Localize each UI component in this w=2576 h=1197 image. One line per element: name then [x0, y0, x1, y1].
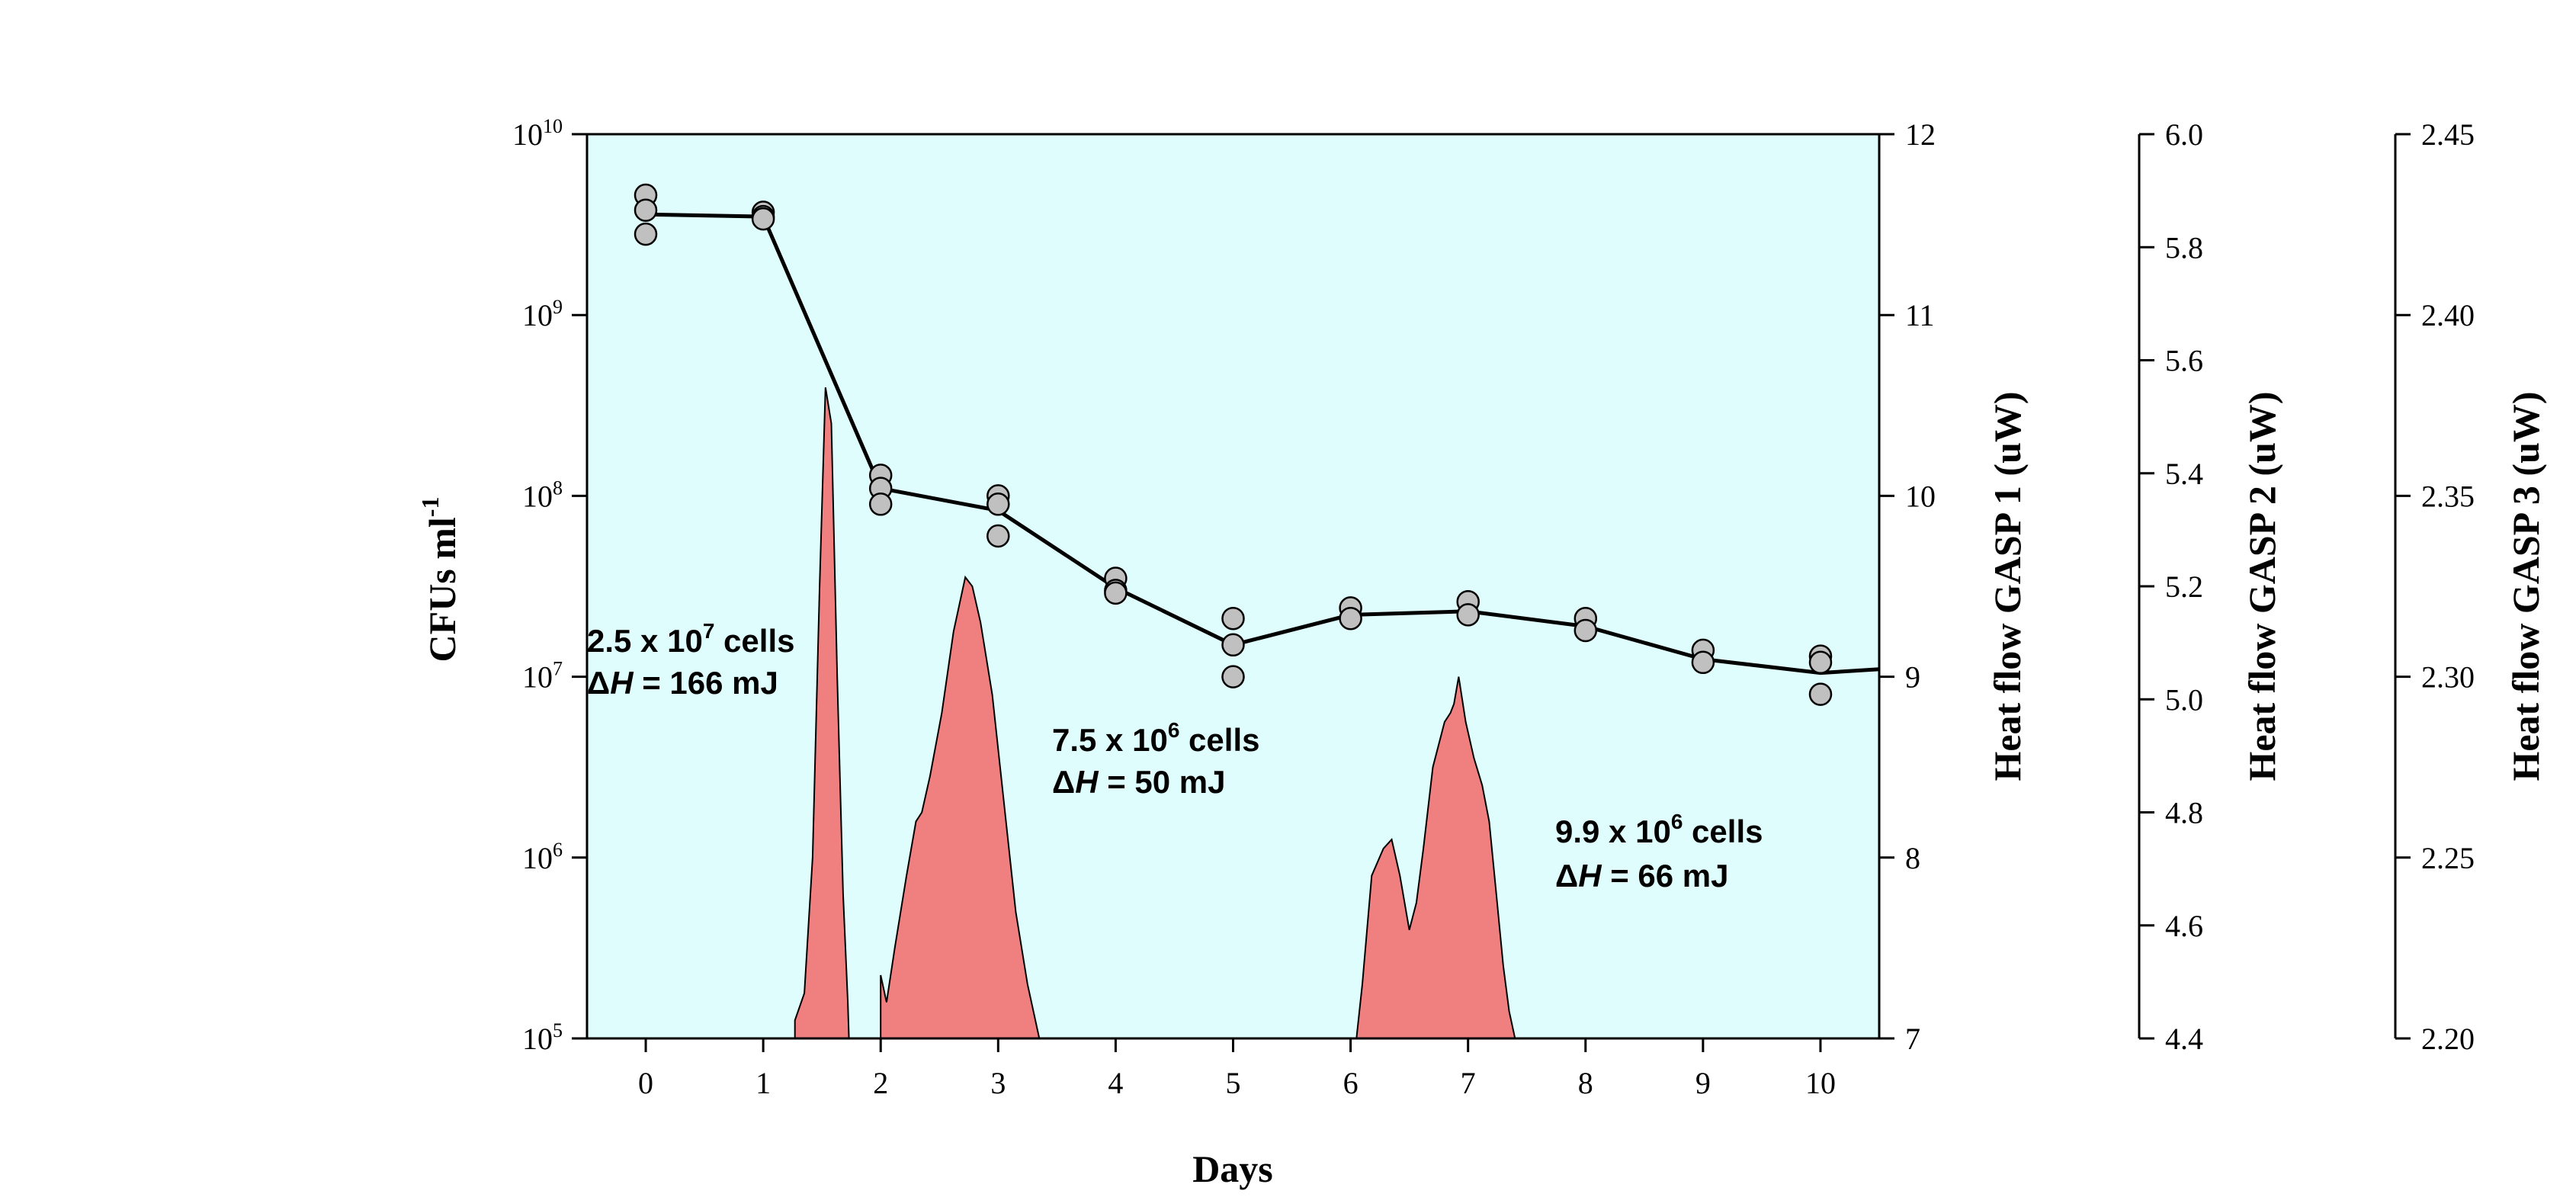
right-tick-label: 2.40 [2421, 298, 2475, 332]
right-tick-label: 2.30 [2421, 660, 2475, 695]
x-axis: 0 1 2 3 4 5 6 7 8 9 10 [638, 1038, 1836, 1100]
y-tick-label: 106 [522, 839, 563, 875]
y-tick-label: 107 [522, 658, 563, 695]
heat-flow-peak-3 [1355, 676, 1521, 1039]
right-tick-label: 7 [1905, 1022, 1920, 1056]
annotation-peak-2-cells: 7.5 x 106 cells [1052, 718, 1259, 758]
annotation-peak-2-enthalpy: ΔH = 50 mJ [1052, 764, 1226, 800]
annotation-peak-3-cells: 9.9 x 106 cells [1555, 810, 1763, 849]
cfu-data-point [1221, 633, 1245, 657]
right-tick-label: 2.20 [2421, 1022, 2475, 1056]
cfu-data-point [986, 493, 1010, 516]
right-axis-2: 4.4 4.6 4.8 5.0 5.2 5.4 5.6 5.8 6.0 Heat flow GAS… [2138, 117, 2283, 1056]
right-axis-1: 7 8 9 10 11 12 Heat flow GASP 1 (uW) [1879, 117, 2029, 1056]
cfu-data-point [1104, 581, 1128, 605]
cfu-data-point [634, 198, 658, 222]
cfu-data-point [1339, 606, 1362, 631]
right-axes: 7 8 9 10 11 12 Heat flow GASP 1 (uW) 4.4 4.6 4.8 5… [1879, 117, 2547, 1056]
cfu-data-point [1691, 650, 1715, 675]
annotation-peak-3-enthalpy: ΔH = 66 mJ [1555, 858, 1729, 894]
cfu-data-point [1574, 618, 1598, 643]
y-tick-label: 109 [522, 296, 563, 332]
x-tick-label: 8 [1578, 1066, 1593, 1100]
right-tick-label: 4.8 [2165, 796, 2203, 830]
right-tick-label: 8 [1905, 841, 1920, 875]
annotation-peak-1-enthalpy: ΔH = 166 mJ [587, 665, 778, 701]
heat-flow-areas [794, 387, 1521, 1039]
right-axis-title-2: Heat flow GASP 2 (uW) [2241, 391, 2283, 781]
y-axis-left: 105 106 107 108 109 1010 [512, 115, 587, 1056]
right-axis-3: 2.20 2.25 2.30 2.35 2.40 2.45 Heat flow GASP 3… [2394, 117, 2547, 1056]
x-tick-label: 9 [1695, 1066, 1711, 1100]
cfu-data-point [1456, 603, 1480, 627]
right-tick-label: 4.4 [2165, 1022, 2203, 1056]
right-tick-label: 5.0 [2165, 682, 2203, 717]
right-tick-label: 10 [1905, 479, 1936, 513]
y-axis-title: CFUs ml-1 [416, 497, 464, 663]
cfu-point-layer [634, 183, 1833, 706]
cfu-mean-line [645, 212, 1880, 676]
y-tick-label: 108 [522, 477, 563, 513]
x-tick-label: 10 [1805, 1066, 1836, 1100]
right-tick-label: 2.35 [2421, 479, 2475, 513]
x-tick-label: 5 [1226, 1066, 1241, 1100]
x-tick-label: 6 [1343, 1066, 1359, 1100]
right-tick-label: 2.25 [2421, 841, 2475, 875]
x-tick-label: 2 [873, 1066, 888, 1100]
cfu-data-point [1808, 650, 1833, 675]
x-tick-label: 0 [638, 1066, 653, 1100]
plot-area [585, 133, 1881, 1040]
cfu-data-point [1808, 682, 1833, 706]
heat-flow-peak-2 [880, 575, 1041, 1039]
y-tick-label: 105 [522, 1019, 563, 1056]
right-tick-label: 5.6 [2165, 344, 2203, 378]
right-axis-title-3: Heat flow GASP 3 (uW) [2504, 391, 2547, 781]
x-tick-label: 3 [990, 1066, 1006, 1100]
cfu-data-point [868, 493, 893, 516]
x-tick-label: 4 [1108, 1066, 1123, 1100]
cfu-data-point [1221, 606, 1245, 631]
right-tick-label: 5.4 [2165, 457, 2203, 491]
x-tick-label: 1 [755, 1066, 771, 1100]
cfu-data-point [634, 222, 658, 246]
right-tick-label: 4.6 [2165, 909, 2203, 943]
heat-flow-peak-1 [794, 387, 850, 1039]
annotation-peak-1-cells: 2.5 x 107 cells [587, 619, 794, 659]
right-tick-label: 5.8 [2165, 230, 2203, 265]
cfu-data-point [1221, 665, 1245, 688]
y-tick-label: 1010 [512, 115, 563, 152]
x-tick-label: 7 [1461, 1066, 1476, 1100]
cfu-line-layer [645, 212, 1880, 676]
cfu-data-point [986, 524, 1010, 548]
right-axis-title-1: Heat flow GASP 1 (uW) [1986, 391, 2029, 781]
right-tick-label: 9 [1905, 660, 1920, 695]
right-tick-label: 11 [1905, 298, 1935, 332]
cfu-data-point [751, 207, 775, 231]
right-tick-label: 2.45 [2421, 117, 2475, 152]
x-axis-title: Days [1192, 1147, 1273, 1190]
right-tick-label: 6.0 [2165, 117, 2203, 152]
right-tick-label: 5.2 [2165, 570, 2203, 604]
right-tick-label: 12 [1905, 117, 1936, 152]
